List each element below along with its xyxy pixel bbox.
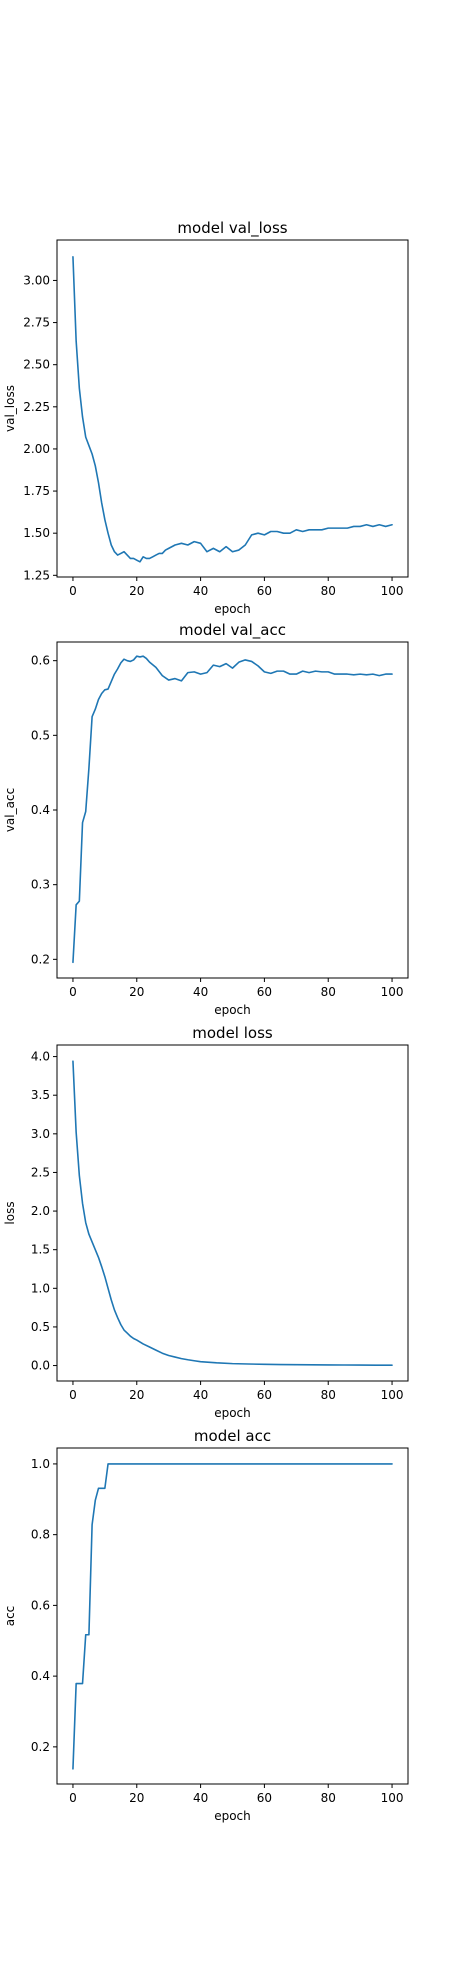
chart-panel: model acc 0 20 40 60 80 100 0.2 0.4 0.6 0.8 1.0 epoc…	[3, 1427, 409, 1823]
y-tick-label: 0.4	[31, 1669, 50, 1683]
x-tick-label: 80	[321, 1791, 336, 1805]
y-tick-label: 2.0	[31, 1204, 50, 1218]
y-tick-label: 0.2	[31, 1740, 50, 1754]
x-axis-label: epoch	[214, 1003, 251, 1017]
y-tick-label: 1.25	[23, 568, 50, 582]
y-tick-label: 4.0	[31, 1050, 50, 1064]
y-tick-label: 0.4	[31, 803, 50, 817]
chart-panel: model val_acc 0 20 40 60 80 100 0.2 0.3 0.4 0.5 0.6…	[3, 621, 409, 1017]
y-tick-label: 2.5	[31, 1165, 50, 1179]
x-tick-label: 100	[381, 1388, 404, 1402]
y-tick-label: 0.0	[31, 1359, 50, 1373]
chart-panel: model val_loss 0 20 40 60 80 100 1.25 1.50 1.75 2.…	[3, 219, 409, 616]
x-tick-label: 0	[69, 1791, 77, 1805]
y-axis-label: val_loss	[3, 385, 17, 432]
y-tick-label: 3.00	[23, 273, 50, 287]
x-tick-label: 60	[257, 1791, 272, 1805]
x-tick-label: 0	[69, 985, 77, 999]
x-tick-label: 20	[129, 584, 144, 598]
x-tick-label: 0	[69, 1388, 77, 1402]
chart-panel: model loss 0 20 40 60 80 100 0.0 0.5 1.0 1.5 2.0 2.5…	[3, 1024, 409, 1420]
x-tick-label: 60	[257, 584, 272, 598]
x-tick-label: 80	[321, 1388, 336, 1402]
y-axis-label: acc	[3, 1606, 17, 1627]
axes-frame	[56, 1447, 409, 1785]
y-tick-label: 2.00	[23, 442, 50, 456]
y-tick-label: 0.6	[31, 1598, 50, 1612]
axes-frame	[56, 641, 409, 979]
y-tick-label: 0.5	[31, 1320, 50, 1334]
x-tick-label: 40	[193, 1791, 208, 1805]
chart-title: model acc	[194, 1427, 271, 1445]
y-tick-label: 0.6	[31, 654, 50, 668]
y-tick-label: 2.75	[23, 316, 50, 330]
x-axis-label: epoch	[214, 1406, 251, 1420]
x-tick-label: 20	[129, 985, 144, 999]
y-tick-label: 0.3	[31, 878, 50, 892]
x-tick-label: 100	[381, 985, 404, 999]
y-tick-label: 3.5	[31, 1088, 50, 1102]
y-tick-label: 2.25	[23, 400, 50, 414]
series-line	[72, 1060, 393, 1366]
y-tick-label: 1.75	[23, 484, 50, 498]
y-tick-label: 1.5	[31, 1243, 50, 1257]
x-tick-label: 0	[69, 584, 77, 598]
x-tick-label: 40	[193, 985, 208, 999]
x-axis-label: epoch	[214, 1809, 251, 1823]
y-axis-label: val_acc	[3, 788, 17, 832]
y-tick-label: 0.2	[31, 952, 50, 966]
series-line	[72, 1463, 393, 1770]
x-tick-label: 60	[257, 985, 272, 999]
axes-frame	[56, 239, 409, 578]
x-tick-label: 20	[129, 1791, 144, 1805]
x-tick-label: 100	[381, 584, 404, 598]
x-axis-label: epoch	[214, 602, 251, 616]
y-tick-label: 1.0	[31, 1281, 50, 1295]
x-tick-label: 20	[129, 1388, 144, 1402]
y-tick-label: 0.5	[31, 728, 50, 742]
x-tick-label: 80	[321, 985, 336, 999]
y-axis-label: loss	[3, 1201, 17, 1224]
y-tick-label: 3.0	[31, 1127, 50, 1141]
x-tick-label: 60	[257, 1388, 272, 1402]
y-tick-label: 1.50	[23, 526, 50, 540]
chart-title: model loss	[192, 1024, 273, 1042]
x-tick-label: 80	[321, 584, 336, 598]
y-tick-label: 0.8	[31, 1528, 50, 1542]
x-tick-label: 100	[381, 1791, 404, 1805]
x-tick-label: 40	[193, 1388, 208, 1402]
y-tick-label: 2.50	[23, 358, 50, 372]
chart-title: model val_acc	[179, 621, 286, 640]
x-tick-label: 40	[193, 584, 208, 598]
chart-title: model val_loss	[177, 219, 287, 238]
series-line	[72, 655, 393, 964]
axes-frame	[56, 1044, 409, 1382]
y-tick-label: 1.0	[31, 1457, 50, 1471]
series-line	[72, 256, 393, 563]
